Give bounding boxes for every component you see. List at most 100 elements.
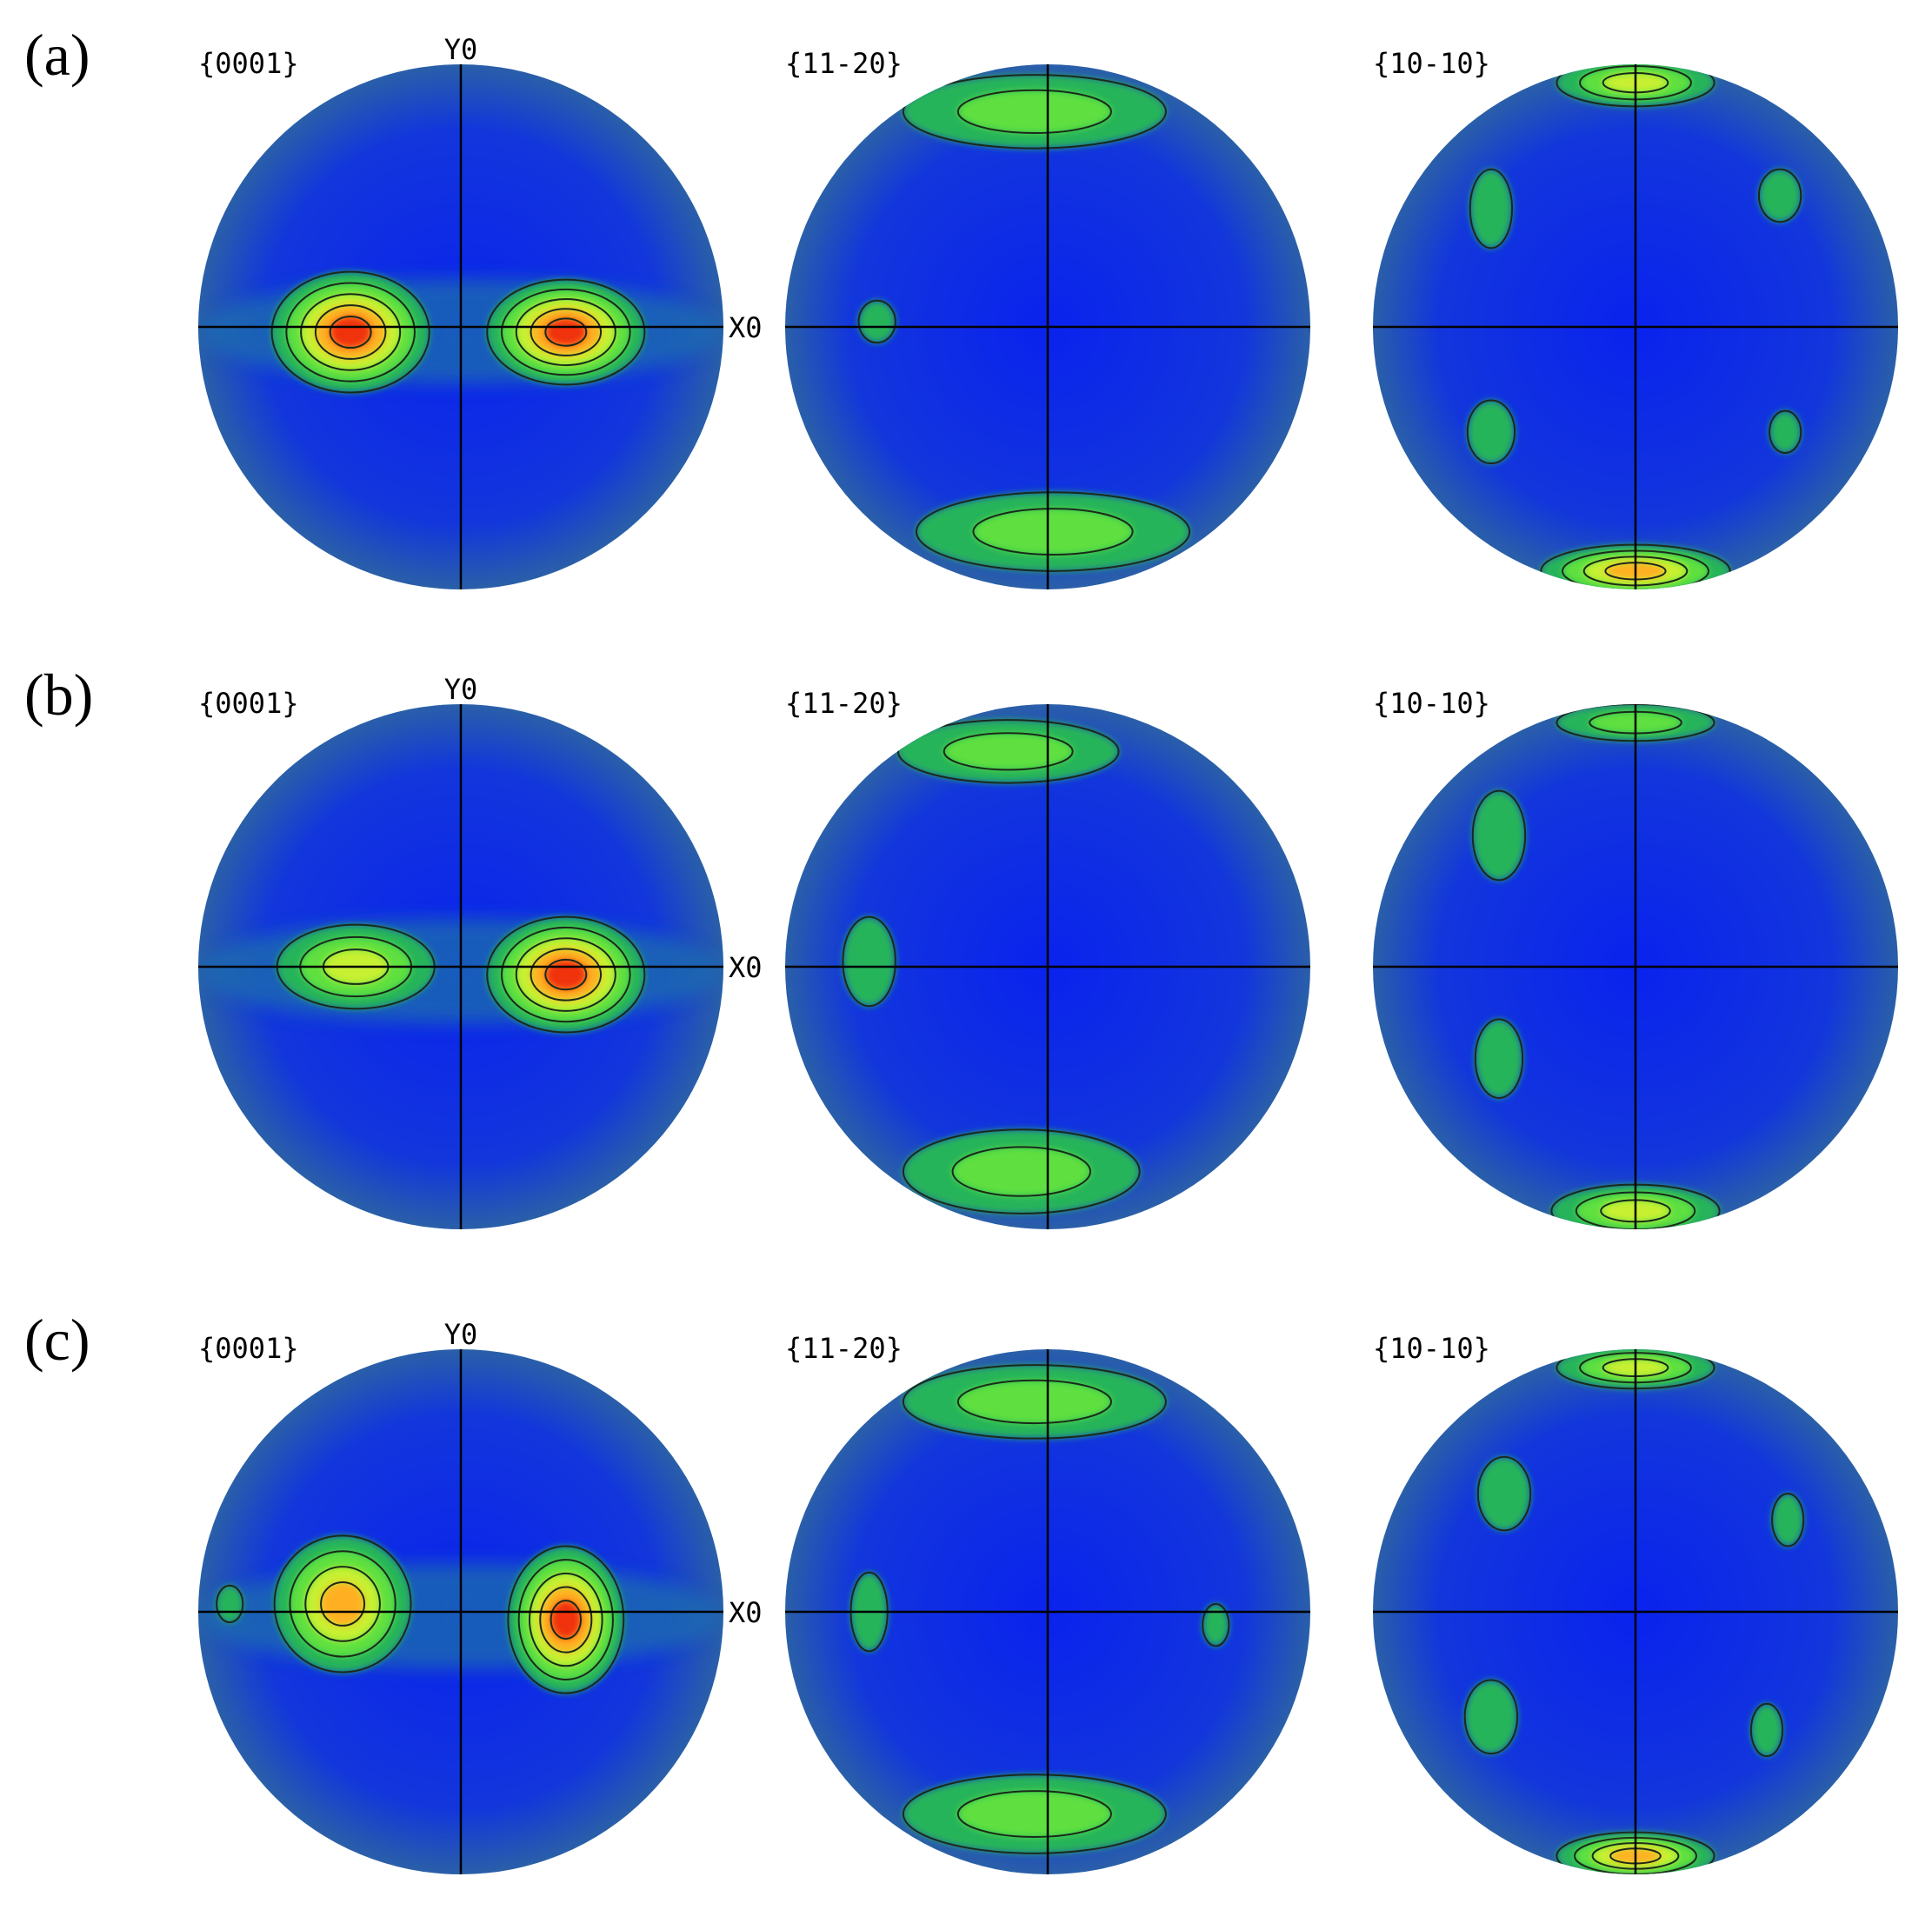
plane-title: {11-20} (785, 47, 903, 80)
contour-line (1471, 789, 1527, 882)
contour-line (500, 288, 631, 376)
contour-line (544, 317, 588, 347)
contour-line (916, 491, 1191, 572)
contour-line (1466, 399, 1516, 465)
contour-line (902, 74, 1167, 150)
contour-line (1476, 1455, 1532, 1532)
contour-line (289, 1550, 396, 1658)
contour-fill (957, 1791, 1111, 1837)
contour-fill (1477, 1456, 1531, 1531)
contour-fill (1464, 1680, 1518, 1754)
contour-fill (545, 318, 587, 346)
axis-label: X0 (729, 951, 763, 984)
contour-line (530, 308, 603, 356)
plane-title: {0001} (198, 687, 299, 720)
axis-label: Y0 (444, 673, 478, 706)
axis-label: Y0 (444, 1318, 478, 1351)
intensity-map (198, 270, 723, 394)
panel-label: (c) (24, 1307, 90, 1373)
contour-line (1769, 409, 1802, 454)
contour-line (270, 270, 430, 394)
contour-line (550, 1600, 583, 1640)
contour-line (956, 1790, 1112, 1838)
pole-figure: {0001} Y0 X0 (198, 1318, 763, 1874)
contour-line (1771, 1493, 1805, 1547)
contour-fill (973, 509, 1133, 555)
pole-figure: {10-10} (1373, 1332, 1898, 1874)
contour-line (216, 1584, 244, 1624)
plane-title: {0001} (198, 1332, 299, 1365)
contour-fill (1772, 1494, 1804, 1547)
contour-line (517, 1559, 614, 1680)
axis-label: Y0 (444, 33, 478, 66)
contour-line (1202, 1602, 1230, 1647)
contour-fill (1203, 1603, 1229, 1647)
contour-fill (843, 916, 896, 1007)
contour-line (515, 937, 616, 1012)
intensity-map (1466, 64, 1802, 589)
contour-line (320, 1581, 366, 1627)
pole-figure: {10-10} (1373, 47, 1898, 589)
pole-figure: {11-20} (785, 687, 1310, 1229)
contour-line (273, 1534, 412, 1674)
contour-line (507, 1545, 625, 1694)
plane-title: {10-10} (1373, 687, 1490, 720)
contour-line (1757, 168, 1802, 223)
contour-fill (943, 733, 1073, 770)
contour-line (314, 304, 387, 360)
contour-line (329, 316, 372, 349)
contour-fill (1769, 410, 1802, 453)
contour-line (972, 508, 1134, 556)
contour-line (1469, 168, 1514, 250)
contour-fill (330, 316, 371, 349)
pole-figure: {10-10} (1373, 687, 1898, 1229)
contour-fill (858, 300, 896, 343)
intensity-map (842, 719, 1141, 1215)
contour-fill (1750, 1703, 1783, 1757)
panel-label: (a) (24, 22, 90, 88)
pole-figure: {11-20} (785, 47, 1310, 589)
contour-line (842, 915, 896, 1008)
contour-fill (1467, 400, 1516, 464)
axis-label: X0 (729, 311, 763, 344)
contour-line (1474, 1018, 1524, 1099)
contour-line (956, 1379, 1112, 1425)
contour-line (515, 298, 616, 367)
contour-line (956, 89, 1112, 135)
contour-line (951, 1146, 1092, 1197)
contour-line (528, 1572, 603, 1667)
contour-fill (952, 1147, 1091, 1196)
contour-fill (321, 1581, 365, 1626)
plane-title: {11-20} (785, 687, 903, 720)
contour-line (902, 1774, 1167, 1854)
contour-line (530, 948, 603, 1002)
contour-line (943, 732, 1074, 771)
contour-line (300, 293, 402, 371)
contour-line (544, 958, 588, 991)
contour-fill (217, 1585, 243, 1623)
contour-line (1463, 1679, 1519, 1755)
plane-title: {10-10} (1373, 1332, 1490, 1365)
contour-line (285, 282, 416, 383)
pole-figure: {11-20} (785, 1332, 1310, 1874)
plane-title: {10-10} (1373, 47, 1490, 80)
contour-fill (1475, 1019, 1523, 1098)
contour-line (896, 719, 1120, 784)
contour-fill (957, 90, 1111, 134)
axis-label: X0 (729, 1596, 763, 1629)
contour-line (857, 299, 896, 344)
contour-line (1749, 1702, 1784, 1758)
plane-title: {0001} (198, 47, 299, 80)
contour-fill (957, 1380, 1111, 1424)
contour-fill (550, 1601, 582, 1639)
contour-fill (1469, 169, 1513, 249)
pole-figure: {0001} Y0 X0 (198, 33, 763, 589)
contour-fill (1472, 790, 1526, 881)
contour-line (902, 1128, 1141, 1215)
contour-line (486, 278, 646, 386)
contour-fill (1758, 169, 1802, 223)
intensity-map (849, 1364, 1230, 1854)
intensity-map (857, 74, 1191, 572)
panel-label: (b) (24, 662, 93, 728)
